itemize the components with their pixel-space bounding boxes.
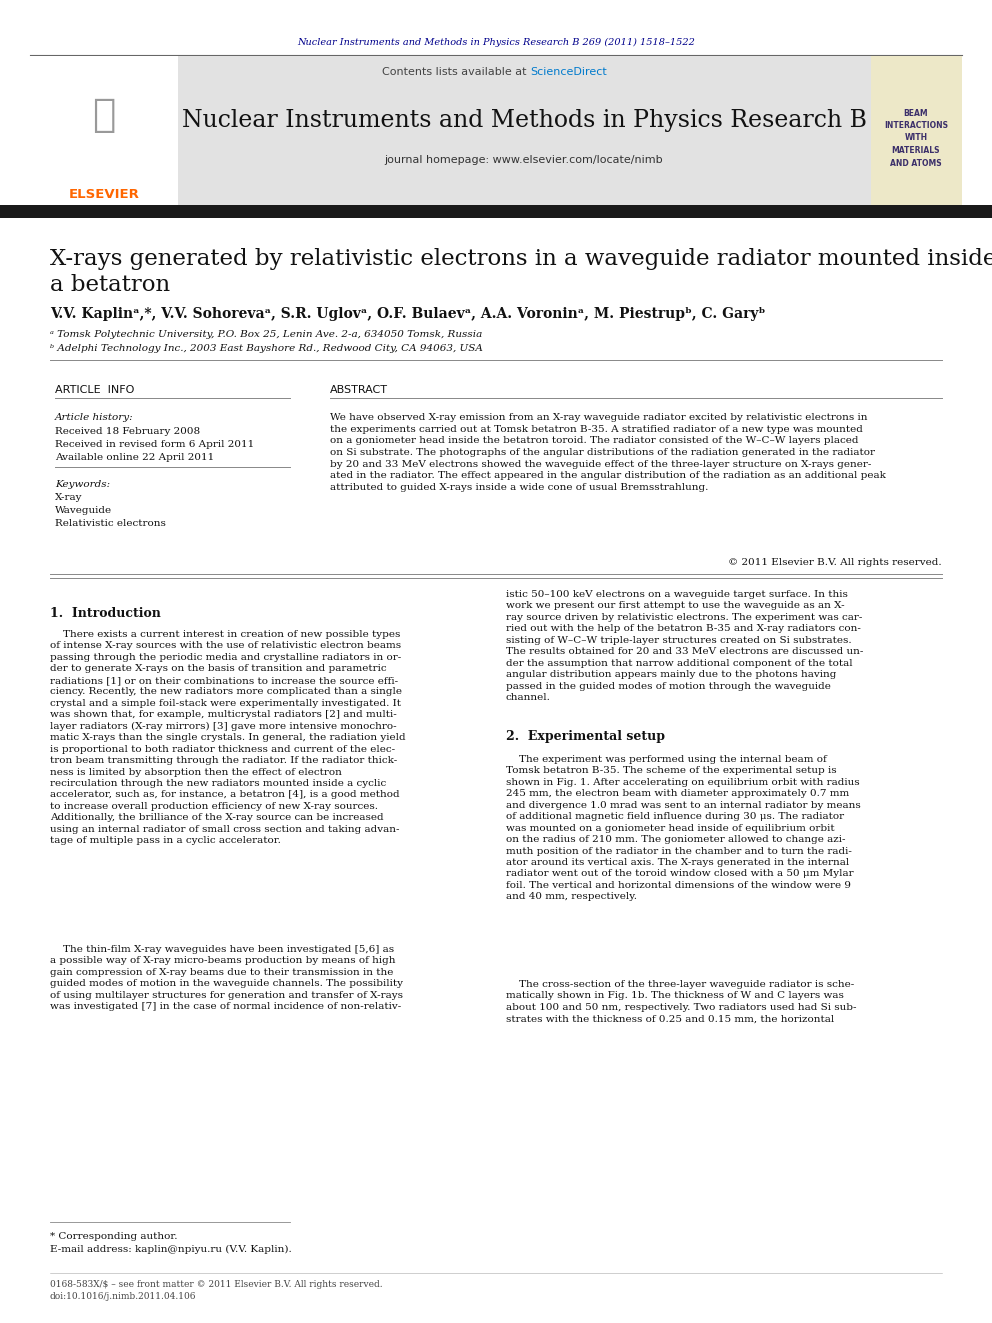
Text: 🌳: 🌳 [92, 97, 116, 134]
Text: 2.  Experimental setup: 2. Experimental setup [506, 730, 665, 744]
Text: The experiment was performed using the internal beam of
Tomsk betatron B-35. The: The experiment was performed using the i… [506, 755, 861, 901]
Text: X-rays generated by relativistic electrons in a waveguide radiator mounted insid: X-rays generated by relativistic electro… [50, 247, 992, 270]
Text: ᵇ Adelphi Technology Inc., 2003 East Bayshore Rd., Redwood City, CA 94063, USA: ᵇ Adelphi Technology Inc., 2003 East Bay… [50, 344, 483, 353]
Bar [178, 56, 871, 210]
Text: © 2011 Elsevier B.V. All rights reserved.: © 2011 Elsevier B.V. All rights reserved… [728, 558, 942, 568]
Text: X-ray: X-ray [55, 493, 82, 501]
Text: Received 18 February 2008: Received 18 February 2008 [55, 427, 200, 437]
Text: BEAM
INTERACTIONS
WITH
MATERIALS
AND ATOMS: BEAM INTERACTIONS WITH MATERIALS AND ATO… [884, 108, 948, 168]
Text: The cross-section of the three-layer waveguide radiator is sche-
matically shown: The cross-section of the three-layer wav… [506, 980, 856, 1024]
Text: Contents lists available at: Contents lists available at [382, 67, 530, 77]
Bar [30, 56, 178, 210]
Text: Available online 22 April 2011: Available online 22 April 2011 [55, 452, 214, 462]
Text: istic 50–100 keV electrons on a waveguide target surface. In this
work we presen: istic 50–100 keV electrons on a waveguid… [506, 590, 863, 703]
Bar [0, 205, 992, 218]
Text: ᵃ Tomsk Polytechnic University, P.O. Box 25, Lenin Ave. 2-a, 634050 Tomsk, Russi: ᵃ Tomsk Polytechnic University, P.O. Box… [50, 329, 482, 339]
Text: Keywords:: Keywords: [55, 480, 110, 490]
Text: * Corresponding author.: * Corresponding author. [50, 1232, 178, 1241]
Text: There exists a current interest in creation of new possible types
of intense X-r: There exists a current interest in creat… [50, 630, 406, 845]
Text: V.V. Kaplinᵃ,*, V.V. Sohorevaᵃ, S.R. Uglovᵃ, O.F. Bulaevᵃ, A.A. Voroninᵃ, M. Pie: V.V. Kaplinᵃ,*, V.V. Sohorevaᵃ, S.R. Ugl… [50, 307, 766, 321]
Text: journal homepage: www.elsevier.com/locate/nimb: journal homepage: www.elsevier.com/locat… [385, 155, 664, 165]
Text: ScienceDirect: ScienceDirect [530, 67, 607, 77]
Text: ELSEVIER: ELSEVIER [68, 188, 140, 201]
Text: Article history:: Article history: [55, 413, 134, 422]
Bar [871, 56, 962, 210]
Text: Relativistic electrons: Relativistic electrons [55, 519, 166, 528]
Text: ARTICLE  INFO: ARTICLE INFO [55, 385, 134, 396]
Text: We have observed X-ray emission from an X-ray waveguide radiator excited by rela: We have observed X-ray emission from an … [330, 413, 886, 492]
Text: a betatron: a betatron [50, 274, 170, 296]
Text: Waveguide: Waveguide [55, 505, 112, 515]
Text: 1.  Introduction: 1. Introduction [50, 607, 161, 620]
Text: 0168-583X/$ – see front matter © 2011 Elsevier B.V. All rights reserved.: 0168-583X/$ – see front matter © 2011 El… [50, 1279, 383, 1289]
Text: Received in revised form 6 April 2011: Received in revised form 6 April 2011 [55, 441, 254, 448]
Text: Nuclear Instruments and Methods in Physics Research B: Nuclear Instruments and Methods in Physi… [182, 108, 866, 131]
Text: E-mail address: kaplin@npiyu.ru (V.V. Kaplin).: E-mail address: kaplin@npiyu.ru (V.V. Ka… [50, 1245, 292, 1254]
Text: The thin-film X-ray waveguides have been investigated [5,6] as
a possible way of: The thin-film X-ray waveguides have been… [50, 945, 403, 1011]
Text: ABSTRACT: ABSTRACT [330, 385, 388, 396]
Text: Nuclear Instruments and Methods in Physics Research B 269 (2011) 1518–1522: Nuclear Instruments and Methods in Physi… [297, 37, 695, 46]
Text: doi:10.1016/j.nimb.2011.04.106: doi:10.1016/j.nimb.2011.04.106 [50, 1293, 196, 1301]
